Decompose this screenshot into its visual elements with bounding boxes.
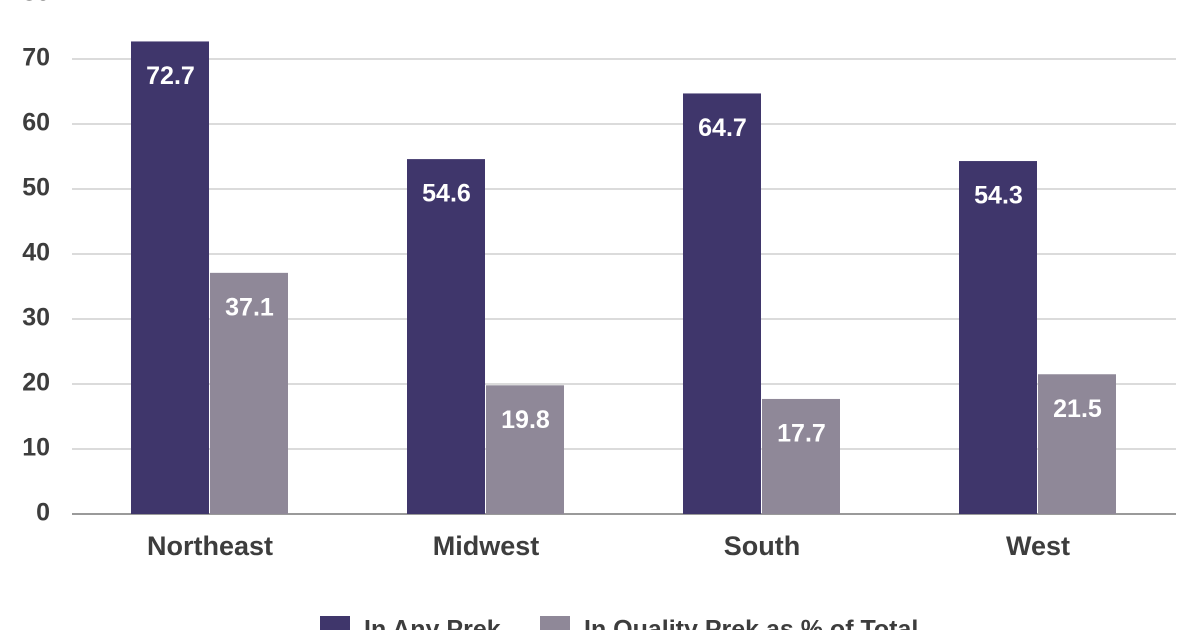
bar	[407, 159, 485, 514]
y-tick-label: 40	[22, 239, 50, 267]
bar	[683, 93, 761, 514]
y-tick-label: 50	[22, 174, 50, 202]
y-tick-label: 30	[22, 304, 50, 332]
bar	[762, 398, 840, 514]
value-label: 72.7	[146, 62, 195, 90]
legend-label: In Quality Prek as % of Total	[584, 616, 918, 630]
legend-label: In Any Prek	[364, 616, 501, 630]
legend-swatch	[320, 616, 350, 630]
value-label: 17.7	[777, 420, 826, 448]
value-label: 21.5	[1053, 395, 1102, 423]
y-tick-label: 10	[22, 434, 50, 462]
bar	[1038, 374, 1116, 514]
y-tick-label: 0	[36, 499, 50, 527]
y-tick-label: 80	[22, 0, 50, 7]
bar	[210, 272, 288, 514]
y-tick-label: 70	[22, 44, 50, 72]
bar	[959, 161, 1037, 515]
value-label: 37.1	[225, 293, 274, 321]
x-tick-label: Northeast	[147, 531, 273, 561]
y-tick-label: 60	[22, 109, 50, 137]
value-label: 64.7	[698, 114, 747, 142]
bar	[131, 41, 209, 514]
legend-swatch	[540, 616, 570, 630]
value-label: 19.8	[501, 406, 550, 434]
value-label: 54.6	[422, 180, 471, 208]
y-tick-label: 20	[22, 369, 50, 397]
value-label: 54.3	[974, 182, 1023, 210]
x-tick-label: Midwest	[433, 531, 540, 561]
x-tick-label: West	[1006, 531, 1070, 561]
bar	[486, 385, 564, 514]
x-tick-label: South	[724, 531, 800, 561]
